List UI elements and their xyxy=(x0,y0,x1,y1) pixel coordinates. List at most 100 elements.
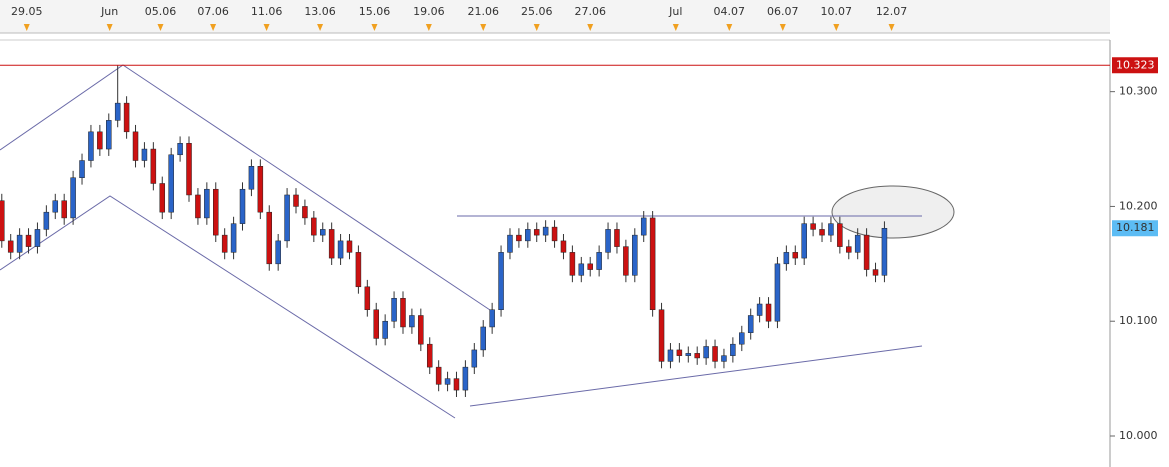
candle-body xyxy=(311,217,317,236)
candle-body xyxy=(355,252,362,288)
high-price-label: 10.323 xyxy=(1116,58,1155,71)
x-tick-label: 25.06 xyxy=(521,5,553,18)
candle-body xyxy=(195,194,201,219)
candle-body xyxy=(765,303,772,322)
candle-body xyxy=(52,200,59,213)
candle-body xyxy=(266,211,273,265)
candle-body xyxy=(275,240,281,265)
candle-body xyxy=(774,263,781,322)
candle-body xyxy=(747,315,754,333)
candle-body xyxy=(97,131,103,150)
candle-body xyxy=(79,160,85,178)
candle-body xyxy=(640,217,647,236)
candle-body xyxy=(88,131,94,161)
candle-body xyxy=(257,166,264,213)
candle-body xyxy=(605,229,611,253)
x-tick-mark xyxy=(157,24,164,31)
candle-body xyxy=(239,188,246,224)
candle-body xyxy=(810,223,816,230)
x-tick-mark xyxy=(533,24,540,31)
candle-body xyxy=(364,286,371,310)
axes: 29.05 Jun 05.06 07.06 11.06 13.06 15.06 19.06 21… xyxy=(0,5,1158,442)
highlight-ellipse xyxy=(831,185,955,239)
x-tick-label: Jun xyxy=(100,5,118,18)
x-tick-mark xyxy=(833,24,840,31)
candle-body xyxy=(114,102,121,121)
candle-body xyxy=(221,234,228,253)
candle-body xyxy=(649,217,656,310)
candle-body xyxy=(533,229,540,236)
candle-body xyxy=(319,229,326,236)
y-tick-label: 10.300 xyxy=(1119,85,1158,98)
candle-body xyxy=(0,200,5,242)
candle-body xyxy=(498,252,504,310)
candle-body xyxy=(177,143,183,156)
candle-body xyxy=(756,303,763,316)
x-tick-label: 11.06 xyxy=(251,5,283,18)
candle-body xyxy=(382,320,388,339)
candle-body xyxy=(150,148,157,184)
candle-body xyxy=(7,240,14,253)
x-tick-mark xyxy=(672,24,679,31)
candle-body xyxy=(159,183,166,213)
candle-body xyxy=(872,269,879,276)
candle-body xyxy=(837,223,843,247)
candle-body xyxy=(730,343,736,356)
x-tick-label: 06.07 xyxy=(767,5,799,18)
candle-body xyxy=(846,246,852,253)
x-tick-label: 21.06 xyxy=(467,5,499,18)
candle-body xyxy=(819,229,825,236)
candle-body xyxy=(435,366,442,385)
candle-body xyxy=(632,234,638,276)
candle-body xyxy=(863,234,870,270)
candle-body xyxy=(703,346,709,359)
candle-body xyxy=(141,148,148,161)
candle-body xyxy=(623,246,629,276)
high-price-box xyxy=(1112,57,1158,74)
candle-body xyxy=(293,194,299,207)
x-tick-mark xyxy=(263,24,270,31)
candle-body xyxy=(471,349,478,368)
x-tick-mark xyxy=(425,24,432,31)
candle-body xyxy=(34,229,41,247)
x-tick-label: 13.06 xyxy=(304,5,336,18)
x-tick-label: 15.06 xyxy=(359,5,391,18)
candle-body xyxy=(587,263,593,270)
candle-body xyxy=(61,200,67,219)
candle-body xyxy=(373,309,379,339)
x-tick-label: 04.07 xyxy=(714,5,746,18)
candle-body xyxy=(453,378,460,391)
candle-body xyxy=(560,240,567,253)
candle-body xyxy=(248,166,255,190)
x-tick-mark xyxy=(726,24,733,31)
candle-body xyxy=(596,252,602,270)
candle-body xyxy=(480,326,486,351)
candle-body xyxy=(25,234,32,247)
x-tick-mark xyxy=(317,24,324,31)
candle-body xyxy=(106,120,112,150)
candle-body xyxy=(667,349,674,362)
candle-body xyxy=(186,143,192,196)
x-tick-mark xyxy=(587,24,594,31)
candle-body xyxy=(489,309,495,328)
candle-body xyxy=(792,252,799,259)
candle-body xyxy=(516,234,522,242)
candle-body xyxy=(783,252,790,265)
candle-body xyxy=(70,177,76,219)
x-tick-mark xyxy=(371,24,378,31)
candle-body xyxy=(284,194,290,242)
support-line xyxy=(469,345,923,407)
candle-body xyxy=(391,298,397,322)
candle-body xyxy=(685,353,692,356)
x-tick-label: 27.06 xyxy=(574,5,606,18)
candle-body xyxy=(400,298,406,328)
x-tick-mark xyxy=(106,24,113,31)
x-tick-label: 05.06 xyxy=(145,5,177,18)
candle-body xyxy=(569,252,576,276)
x-tick-label: 12.07 xyxy=(876,5,908,18)
candle-body xyxy=(204,188,210,219)
x-tick-mark xyxy=(480,24,487,31)
candle-body xyxy=(132,131,139,161)
candle-body xyxy=(123,102,130,133)
candle-body xyxy=(462,366,469,391)
